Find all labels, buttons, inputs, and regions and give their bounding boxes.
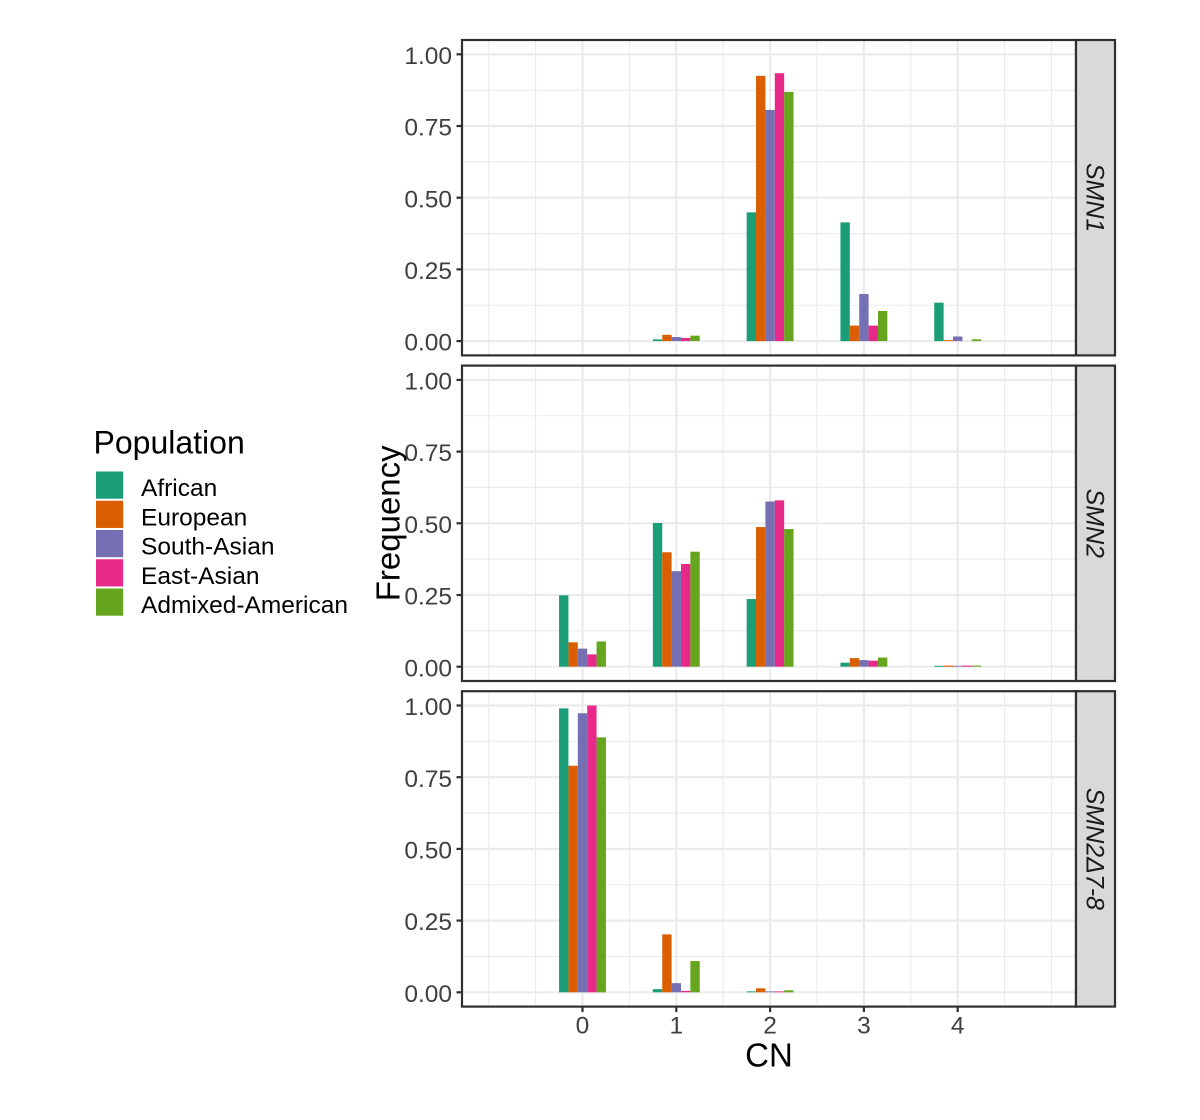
svg-text:Population: Population: [94, 425, 245, 461]
svg-text:0.50: 0.50: [404, 186, 452, 213]
svg-text:SMN1: SMN1: [1081, 163, 1109, 232]
svg-text:1.00: 1.00: [404, 694, 452, 721]
svg-text:0.50: 0.50: [404, 838, 452, 865]
svg-text:European: European: [141, 504, 247, 531]
svg-text:2: 2: [763, 1013, 777, 1040]
svg-text:0: 0: [576, 1013, 590, 1040]
svg-text:South-Asian: South-Asian: [141, 534, 274, 561]
svg-text:0.75: 0.75: [404, 440, 452, 467]
svg-text:SMN2: SMN2: [1081, 489, 1109, 559]
svg-text:1.00: 1.00: [404, 43, 452, 70]
svg-text:0.00: 0.00: [404, 981, 452, 1008]
svg-text:Admixed-American: Admixed-American: [141, 592, 348, 619]
svg-text:East-Asian: East-Asian: [141, 563, 259, 590]
svg-text:0.00: 0.00: [404, 655, 452, 682]
svg-text:4: 4: [951, 1013, 965, 1040]
svg-text:0.75: 0.75: [404, 115, 452, 142]
svg-text:SMN2Δ7-8: SMN2Δ7-8: [1081, 788, 1109, 910]
svg-text:Frequency: Frequency: [370, 445, 407, 601]
svg-text:0.25: 0.25: [404, 909, 452, 936]
svg-text:0.50: 0.50: [404, 512, 452, 539]
svg-text:CN: CN: [745, 1037, 793, 1074]
svg-text:0.75: 0.75: [404, 766, 452, 793]
svg-text:1: 1: [669, 1013, 683, 1040]
svg-text:African: African: [141, 475, 217, 502]
svg-text:0.25: 0.25: [404, 258, 452, 285]
svg-text:1.00: 1.00: [404, 369, 452, 396]
svg-text:0.25: 0.25: [404, 584, 452, 611]
svg-text:0.00: 0.00: [404, 330, 452, 357]
svg-text:3: 3: [857, 1013, 871, 1040]
